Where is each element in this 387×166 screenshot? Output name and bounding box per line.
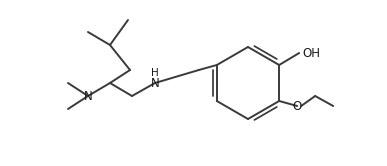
Text: OH: OH [302, 46, 320, 59]
Text: N: N [151, 77, 159, 89]
Text: O: O [293, 99, 302, 113]
Text: N: N [84, 89, 92, 102]
Text: H: H [151, 68, 159, 78]
